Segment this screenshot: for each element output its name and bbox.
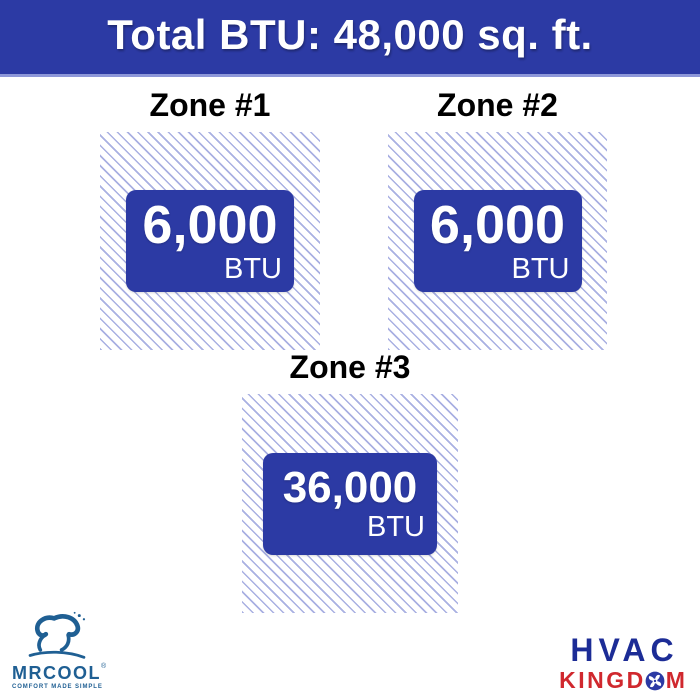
zone-1-btu-card: 6,000 BTU [126,190,294,292]
kingdom-text-before-fan: KINGD [559,667,646,693]
kingdom-text-after-fan: M [665,667,685,693]
registered-trademark-symbol: ® [101,663,107,670]
zone-3: Zone #3 36,000 BTU [242,350,458,613]
zone-2-title: Zone #2 [437,87,558,123]
mrcool-tagline: COMFORT MADE SIMPLE [12,684,103,690]
zone-2-btu-value: 6,000 [429,195,566,255]
polar-bear-icon [28,611,86,659]
mrcool-logo: MRCOOL ® COMFORT MADE SIMPLE [12,610,122,690]
zone-1-title: Zone #1 [149,87,271,123]
zone-3-btu-unit: BTU [367,510,425,543]
zone-1: Zone #1 6,000 BTU [100,88,320,350]
zone-3-btu-value: 36,000 [282,462,418,512]
zone-2-btu-unit: BTU [511,253,570,285]
header-title: Total BTU: 48,000 sq. ft. [107,11,593,58]
zone-2-btu-card: 6,000 BTU [413,190,582,292]
fan-icon [645,671,665,691]
zone-3-btu-card: 36,000 BTU [263,452,437,555]
zone-3-title: Zone #3 [289,349,411,385]
header-accent-strip [0,74,700,77]
header-banner: Total BTU: 48,000 sq. ft. [0,0,700,74]
zone-2-hatch-area: 6,000 BTU [388,132,607,350]
zone-1-btu-value: 6,000 [142,195,278,255]
kingdom-wordmark: KINGD M [552,669,692,692]
zone-3-hatch-area: 36,000 BTU [242,394,458,613]
zone-1-hatch-area: 6,000 BTU [100,132,320,350]
hvac-kingdom-logo: HVAC KINGD M [552,634,692,692]
zone-1-btu-unit: BTU [224,253,282,285]
mrcool-wordmark: MRCOOL [12,663,101,683]
zone-2: Zone #2 6,000 BTU [388,88,607,350]
hvac-wordmark: HVAC [570,632,679,668]
